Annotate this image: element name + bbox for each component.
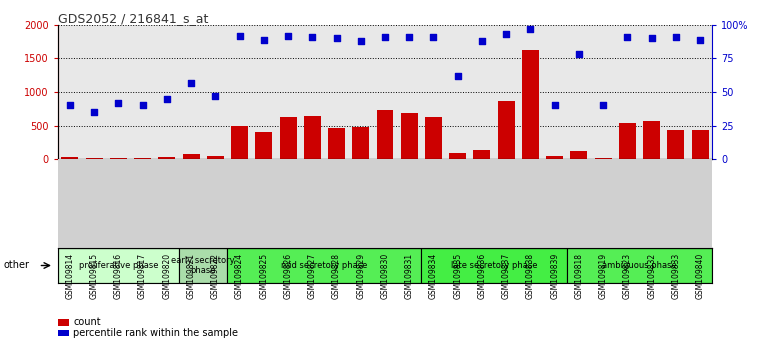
Bar	[62, 157, 79, 159]
Point	[645, 35, 658, 41]
Point	[88, 109, 100, 115]
Bar	[377, 110, 393, 159]
Bar	[58, 248, 179, 283]
Bar	[85, 158, 102, 159]
Bar	[474, 150, 490, 159]
Bar	[691, 130, 708, 159]
Point	[500, 32, 512, 37]
Bar	[179, 248, 227, 283]
Text: late secretory phase: late secretory phase	[450, 261, 537, 270]
Point	[161, 96, 173, 102]
Point	[112, 100, 125, 105]
Bar	[421, 248, 567, 283]
Text: early secretory
phase: early secretory phase	[172, 256, 235, 275]
Bar	[159, 157, 176, 159]
Point	[573, 52, 585, 57]
Point	[670, 34, 682, 40]
Bar	[425, 117, 442, 159]
Point	[233, 33, 246, 38]
Bar	[280, 117, 296, 159]
Bar	[567, 248, 712, 283]
Point	[548, 103, 561, 108]
Point	[379, 34, 391, 40]
Bar	[227, 248, 421, 283]
Bar	[207, 156, 224, 159]
Point	[330, 35, 343, 41]
Bar	[522, 50, 539, 159]
Point	[476, 38, 488, 44]
Point	[694, 37, 706, 42]
Text: other: other	[4, 261, 30, 270]
Point	[524, 26, 537, 32]
Point	[597, 103, 609, 108]
Bar	[668, 130, 685, 159]
Bar	[110, 158, 127, 159]
Point	[282, 33, 294, 38]
Text: proliferative phase: proliferative phase	[79, 261, 158, 270]
Point	[621, 34, 634, 40]
Point	[64, 103, 76, 108]
Point	[427, 34, 440, 40]
Bar	[594, 158, 611, 159]
Point	[185, 80, 197, 85]
Bar	[497, 101, 514, 159]
Bar	[256, 132, 273, 159]
Point	[355, 38, 367, 44]
Bar	[328, 128, 345, 159]
Text: mid secretory phase: mid secretory phase	[281, 261, 367, 270]
Text: ambiguous phase: ambiguous phase	[602, 261, 677, 270]
Point	[451, 73, 464, 79]
Point	[403, 34, 415, 40]
Bar	[546, 156, 563, 159]
Bar	[182, 154, 199, 159]
Text: percentile rank within the sample: percentile rank within the sample	[73, 328, 238, 338]
Bar	[231, 126, 248, 159]
Bar	[353, 127, 370, 159]
Bar	[449, 153, 466, 159]
Bar	[58, 319, 69, 326]
Bar	[400, 113, 417, 159]
Bar	[619, 123, 636, 159]
Point	[258, 37, 270, 42]
Point	[306, 34, 319, 40]
Bar	[58, 330, 69, 336]
Text: count: count	[73, 318, 101, 327]
Point	[209, 93, 222, 99]
Bar	[304, 116, 321, 159]
Text: GDS2052 / 216841_s_at: GDS2052 / 216841_s_at	[58, 12, 208, 25]
Bar	[134, 158, 151, 159]
Point	[136, 103, 149, 108]
Bar	[643, 121, 660, 159]
Bar	[571, 150, 588, 159]
